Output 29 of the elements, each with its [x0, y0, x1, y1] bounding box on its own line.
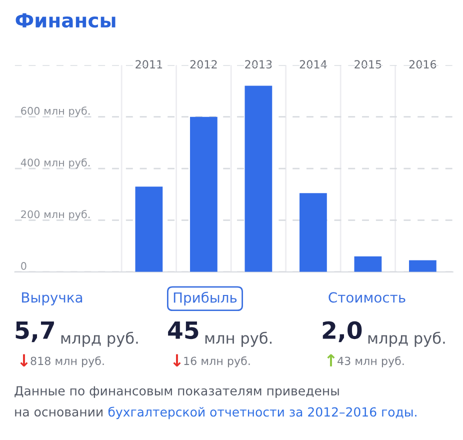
chart-title: Финансы — [16, 13, 116, 28]
y-tick-label: 600 млн руб. — [21, 106, 90, 117]
text: на основании — [15, 409, 102, 417]
text: бухгалтерской отчетности за 2012–2016 годы. — [108, 406, 416, 420]
x-tick-label: 2012 — [190, 60, 217, 69]
text: 818 млн руб. — [30, 356, 104, 368]
text: ↓ — [20, 354, 28, 366]
text: 43 млн руб. — [338, 356, 404, 368]
text: млн руб. — [205, 332, 272, 347]
text: млрд руб. — [368, 332, 445, 347]
x-tick-label: 2016 — [409, 60, 436, 69]
text: ↓ — [173, 354, 181, 366]
text: ↑ — [327, 354, 335, 366]
x-tick-label: 2011 — [136, 60, 162, 69]
text: 2,0 — [322, 321, 362, 342]
text: 5,7 — [16, 322, 54, 342]
text: млрд руб. — [61, 332, 138, 347]
y-tick-label: 400 млн руб. — [20, 158, 90, 169]
y-tick-label: 0 — [21, 262, 26, 270]
x-tick-label: 2015 — [354, 60, 382, 69]
text: Прибыль — [174, 292, 237, 306]
text: Выручка — [22, 292, 82, 306]
y-tick-label: 200 млн руб. — [21, 210, 90, 220]
x-tick-label: 2014 — [300, 60, 327, 69]
x-tick-label: 2013 — [245, 60, 272, 69]
text: 16 млн руб. — [184, 356, 250, 368]
text: Данные по финансовым показателям приведены — [14, 386, 339, 398]
text: 45 — [168, 322, 198, 340]
text: Стоимость — [328, 292, 406, 303]
